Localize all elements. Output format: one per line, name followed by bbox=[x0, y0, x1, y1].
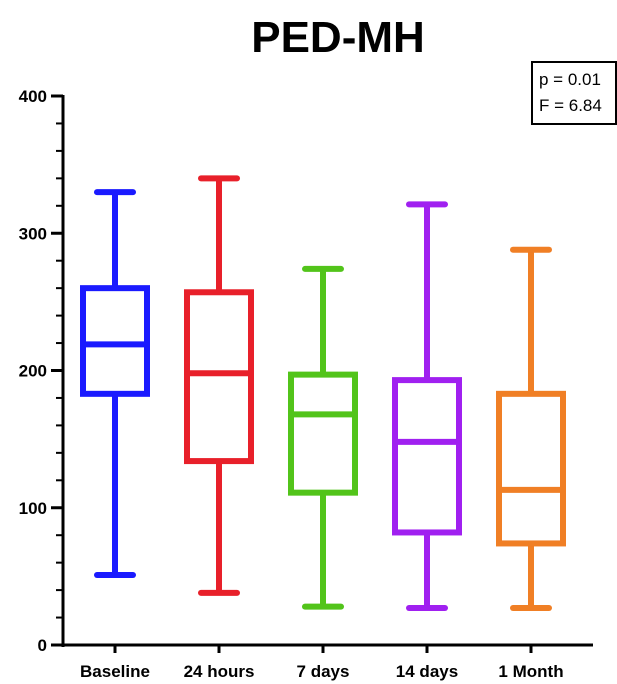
iqr-box bbox=[392, 377, 462, 536]
stats-box-frame bbox=[531, 61, 617, 125]
y-tick-label: 0 bbox=[38, 636, 47, 655]
box-7-days bbox=[288, 265, 358, 610]
iqr-box bbox=[80, 285, 150, 397]
iqr-box bbox=[184, 289, 254, 465]
x-axis: Baseline 24 hours 7 days 14 days 1 Month bbox=[61, 643, 593, 681]
box-baseline bbox=[80, 189, 150, 579]
chart-title: PED-MH bbox=[251, 13, 425, 62]
p-value-text: p = 0.01 bbox=[539, 70, 601, 89]
f-value-text: F = 6.84 bbox=[539, 96, 602, 115]
box-24-hours bbox=[184, 175, 254, 596]
x-tick-label: 7 days bbox=[297, 662, 350, 681]
y-tick-label: 300 bbox=[19, 224, 47, 243]
iqr-box bbox=[288, 371, 358, 496]
y-axis: 0 100 200 300 400 bbox=[19, 87, 65, 655]
y-tick-label: 200 bbox=[19, 362, 47, 381]
y-tick-label: 100 bbox=[19, 499, 47, 518]
boxes bbox=[80, 175, 566, 611]
stats-box: p = 0.01 F = 6.84 bbox=[531, 61, 617, 125]
x-tick-label: 1 Month bbox=[498, 662, 563, 681]
box-14-days bbox=[392, 201, 462, 611]
x-tick-label: 14 days bbox=[396, 662, 458, 681]
x-tick-label: Baseline bbox=[80, 662, 150, 681]
box-1-month bbox=[496, 246, 566, 611]
iqr-box bbox=[496, 390, 566, 547]
y-tick-label: 400 bbox=[19, 87, 47, 106]
x-tick-label: 24 hours bbox=[184, 662, 255, 681]
